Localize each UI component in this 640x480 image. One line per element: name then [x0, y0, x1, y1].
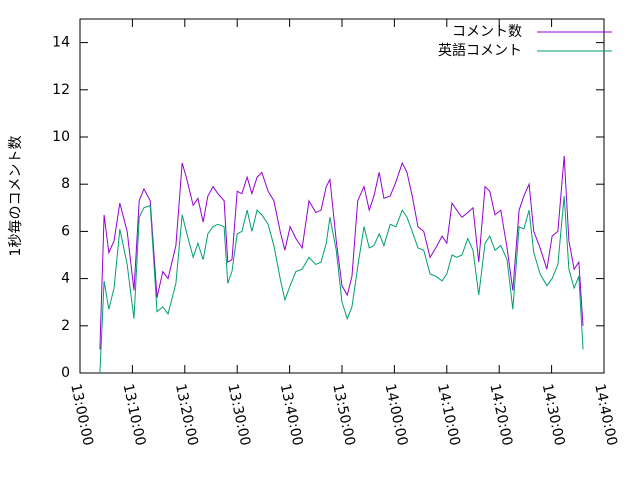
x-tick-label: 13:40:00	[277, 382, 306, 447]
x-tick-label: 13:20:00	[172, 382, 201, 447]
y-tick-label: 12	[52, 82, 70, 98]
plot-border	[79, 18, 605, 374]
y-tick-label: 2	[61, 318, 70, 334]
x-tick-label: 14:20:00	[486, 382, 515, 447]
y-tick-label: 8	[61, 176, 70, 192]
x-tick-label: 14:30:00	[539, 382, 568, 447]
x-tick-label: 14:00:00	[382, 382, 411, 447]
y-tick-label: 4	[61, 271, 70, 287]
x-tick-label: 13:10:00	[120, 382, 149, 447]
y-tick-label: 10	[52, 129, 70, 145]
series-line	[99, 195, 584, 374]
y-tick-label: 14	[52, 35, 70, 51]
y-axis-label: 1秒毎のコメント数	[8, 136, 24, 257]
series-line	[99, 155, 584, 350]
x-tick-label: 14:40:00	[591, 382, 620, 447]
legend-label: 英語コメント	[438, 42, 522, 59]
x-tick-label: 13:30:00	[224, 382, 253, 447]
legend-label: コメント数	[452, 24, 522, 40]
y-tick-label: 0	[61, 365, 70, 381]
y-tick-label: 6	[61, 223, 70, 239]
x-tick-label: 13:00:00	[67, 382, 96, 447]
x-tick-label: 14:10:00	[434, 382, 463, 447]
x-tick-label: 13:50:00	[329, 382, 358, 447]
